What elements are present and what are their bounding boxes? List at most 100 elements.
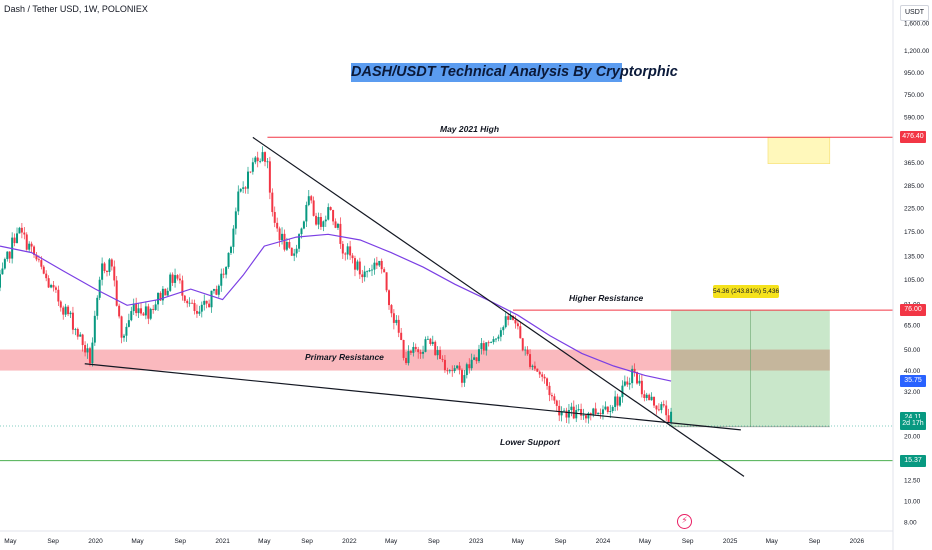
candle-body [426,338,429,340]
currency-unit-button[interactable]: USDT [900,5,929,21]
candle [312,196,315,217]
candle [451,365,454,377]
candle [514,315,517,329]
candle-body [499,330,502,337]
candle [35,252,38,262]
candle [25,232,28,251]
moving-average-layer [0,233,672,382]
candle [84,341,87,357]
candle [358,257,361,279]
candle-body [256,157,259,162]
candle-body [208,303,211,308]
candle [546,377,549,390]
candle-body [251,162,254,172]
price-axis[interactable]: 1,600.00 1,200.00 950.00 750.00 590.00 365.00… [904,21,930,527]
candle [543,374,546,384]
candle-body [217,285,220,295]
candle-body [397,319,400,333]
time-axis[interactable]: May Sep 2020 May Sep 2021 May Sep 2022 May Sep 2023… [4,538,864,545]
candle-body [609,411,612,413]
candle-body [74,329,77,330]
candle-body [334,221,337,228]
candle-body [140,308,143,314]
price-tick-label: 365.00 [904,160,924,167]
candle-body [229,246,232,253]
candle-body [645,394,648,398]
candle [217,284,220,298]
candle [186,299,189,308]
candle-body [650,396,653,401]
candle [268,156,271,200]
candle [69,310,72,319]
candle-body [98,279,101,298]
candle [334,218,337,229]
candle-body [601,409,604,414]
candle-body [375,262,378,266]
candle-body [419,352,422,354]
candle-body [558,405,561,416]
candle-body [268,161,271,193]
candle [339,217,342,249]
time-tick-label: Sep [174,538,186,545]
candle [567,404,570,424]
candle [422,345,425,359]
candle [502,325,505,335]
candle-body [171,274,174,283]
price-tick-label: 8.00 [904,520,917,527]
candle-body [242,187,245,189]
candle [200,301,203,318]
candle [565,407,568,424]
candle [137,302,140,319]
candle-body [392,313,395,323]
candle [154,300,157,311]
candle [470,353,473,371]
candle-body [103,263,106,271]
lightning-icon[interactable]: ⚡ [677,514,692,529]
candle [210,290,213,313]
candle [660,401,663,414]
candle-body [667,415,670,423]
candle [426,335,429,341]
candle-body [69,312,72,315]
candle-body [580,409,583,416]
chart-title: DASH/USDT Technical Analysis By Cryptorp… [351,63,678,82]
candle-body [555,400,558,406]
candle [429,337,432,346]
candle [640,374,643,398]
price-tick-label: 225.00 [904,205,924,212]
candle-body [96,297,99,316]
price-tick-label: 750.00 [904,92,924,99]
symbol-title: Dash / Tether USD, 1W, POLONIEX [4,4,148,14]
candle [341,241,344,260]
candle [521,337,524,352]
candle [101,257,104,286]
candle-body [548,385,551,396]
candle-body [52,285,55,288]
candle-body [541,374,544,377]
candle-body [210,290,213,308]
long-position-label[interactable]: 54.36 (243.81%) 5,436 [713,285,779,298]
candle [655,405,658,415]
candle [110,258,113,271]
candle-body [349,246,352,256]
candle [623,375,626,387]
candle [407,345,410,366]
candle-body [366,271,369,273]
time-tick-label: Sep [809,538,821,545]
upper-downtrend [252,136,745,477]
price-tick-label: 50.00 [904,347,921,354]
candle-body [161,288,164,301]
candle [310,194,313,204]
candle [191,299,194,304]
candle [33,245,36,258]
candle [307,189,310,207]
candle [81,333,84,352]
candle-body [565,410,568,418]
candle-body [232,228,235,247]
candle [550,392,553,401]
candle [88,346,91,367]
candle [616,393,619,411]
candle-body [346,246,349,255]
candle [344,252,347,261]
